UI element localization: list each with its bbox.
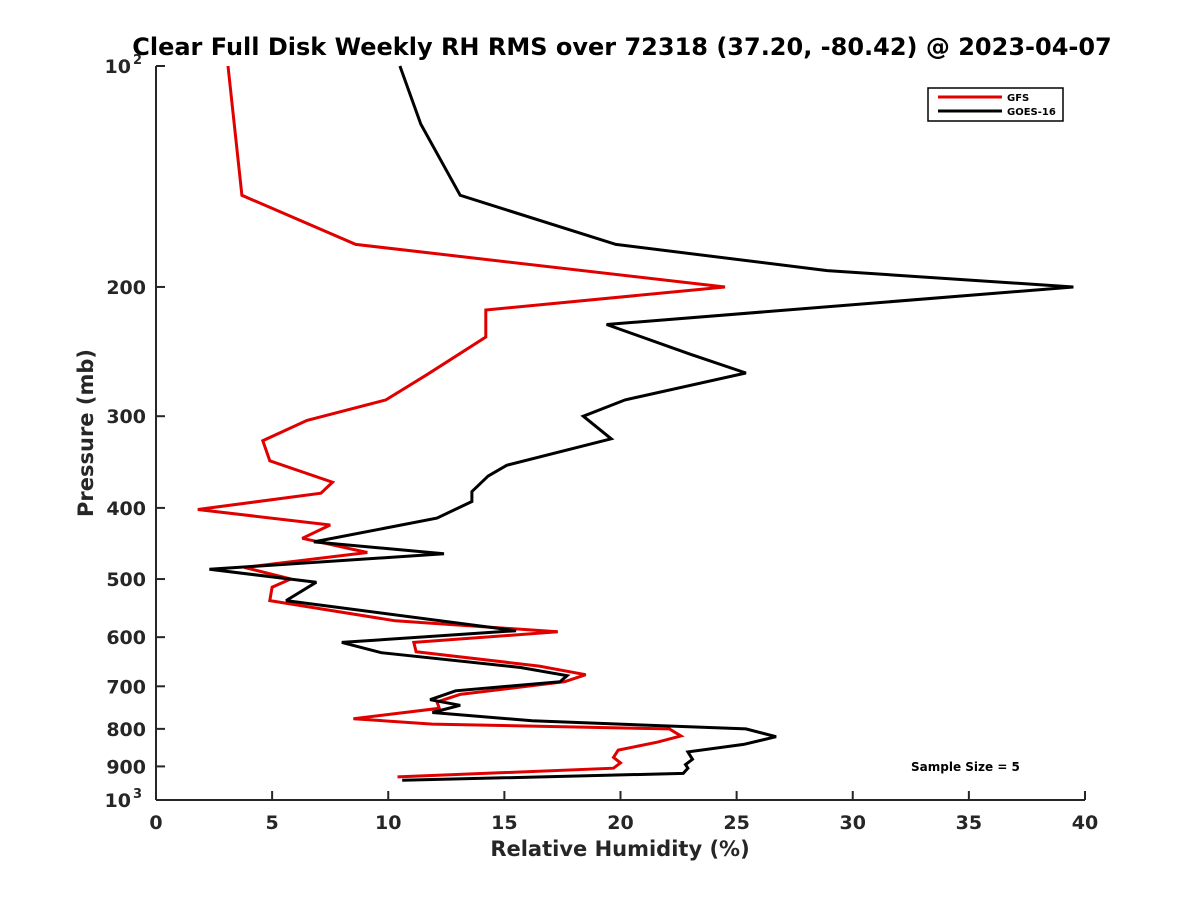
y-tick-exponent: 3	[133, 787, 142, 802]
y-tick-label: 200	[106, 277, 146, 299]
x-tick-label: 15	[491, 812, 517, 834]
legend-label-gfs: GFS	[1007, 93, 1029, 104]
series-line-goes16	[209, 65, 1074, 782]
y-tick-label: 500	[106, 569, 146, 591]
x-tick-label: 20	[607, 812, 633, 834]
y-tick-label: 10	[105, 790, 131, 812]
y-tick-label: 10	[105, 56, 131, 78]
y-tick-label: 400	[106, 498, 146, 520]
y-tick-label: 600	[106, 627, 146, 649]
series-line-gfs	[197, 65, 726, 779]
legend: GFS GOES-16	[927, 87, 1064, 122]
series-layer	[197, 65, 1074, 782]
y-tick-label: 800	[106, 719, 146, 741]
x-tick-label: 30	[840, 812, 866, 834]
y-tick-exponent: 2	[133, 53, 142, 68]
x-tick-label: 35	[956, 812, 982, 834]
x-tick-label: 0	[149, 812, 162, 834]
x-ticks: 0 5 10 15 20 25 30 35 40	[149, 791, 1098, 834]
y-tick-label: 700	[106, 676, 146, 698]
x-tick-label: 10	[375, 812, 401, 834]
x-tick-label: 40	[1072, 812, 1098, 834]
y-axis-label: Pressure (mb)	[74, 349, 98, 517]
x-tick-label: 25	[723, 812, 749, 834]
chart-title: Clear Full Disk Weekly RH RMS over 72318…	[132, 33, 1112, 61]
legend-label-goes16: GOES-16	[1007, 107, 1056, 118]
y-tick-label: 900	[106, 756, 146, 778]
x-axis-label: Relative Humidity (%)	[490, 837, 749, 861]
sample-size-annotation: Sample Size = 5	[911, 760, 1020, 774]
x-tick-label: 5	[266, 812, 279, 834]
legend-box	[927, 87, 1064, 122]
y-tick-label: 300	[106, 406, 146, 428]
